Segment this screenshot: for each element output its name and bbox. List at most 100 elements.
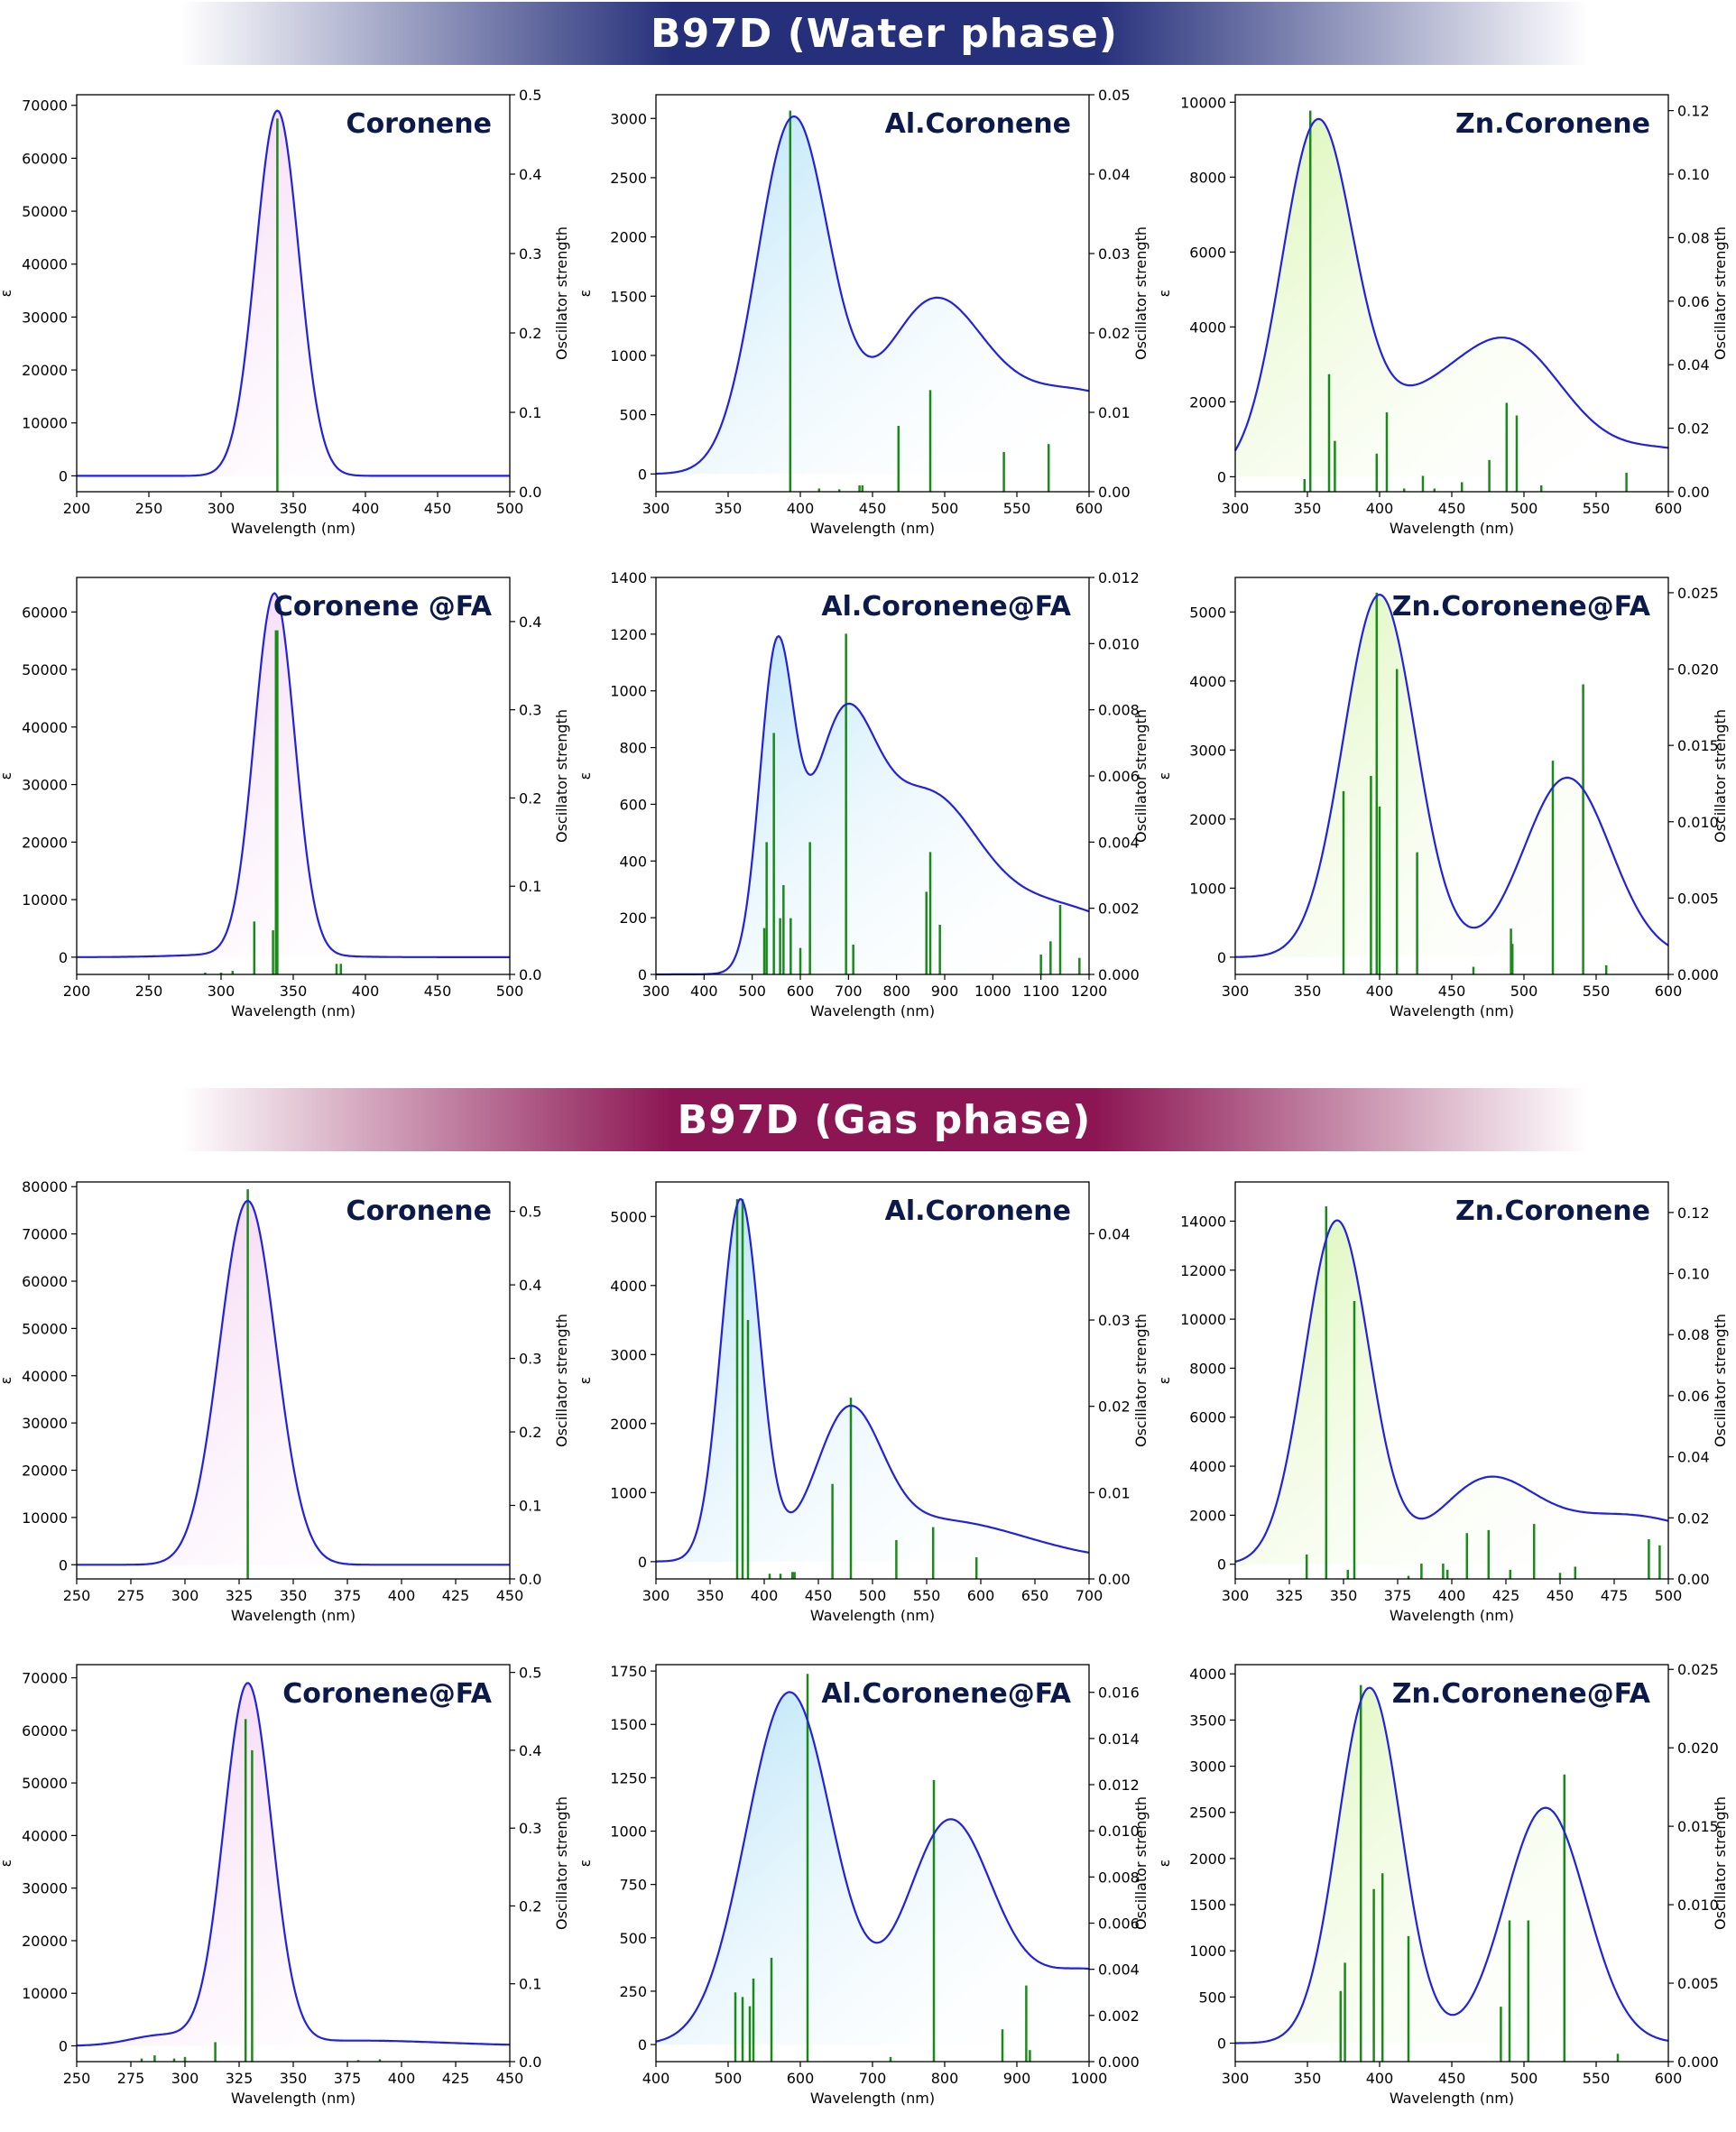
y-tick-label: 0 (59, 2038, 68, 2055)
y2-axis-label: Oscillator strength (1132, 709, 1150, 843)
y-tick-label: 1400 (610, 569, 647, 586)
y2-tick-label: 0.012 (1098, 569, 1140, 586)
y2-tick-label: 0.08 (1677, 1326, 1710, 1343)
y-tick-label: 0 (1217, 468, 1226, 485)
y2-tick-label: 0.010 (1098, 635, 1140, 652)
x-tick-label: 600 (967, 1587, 995, 1604)
y2-tick-label: 0.10 (1677, 1266, 1710, 1283)
y2-tick-label: 0.01 (1098, 404, 1131, 421)
spectrum-curve (76, 1682, 511, 2047)
x-tick-label: 300 (171, 1587, 199, 1604)
y-tick-label: 50000 (22, 1775, 68, 1792)
y-tick-label: 40000 (22, 1368, 68, 1385)
y-tick-label: 10000 (22, 891, 68, 909)
y-tick-label: 500 (619, 1930, 647, 1947)
y2-tick-label: 0.006 (1098, 1915, 1140, 1933)
y2-axis-label: Oscillator strength (1712, 226, 1729, 360)
y-tick-label: 750 (619, 1877, 647, 1894)
y-tick-label: 600 (619, 796, 647, 813)
x-axis-label: Wavelength (nm) (810, 520, 935, 537)
spectrum-fill (77, 1201, 510, 1565)
water-phase-banner: B97D (Water phase) (180, 2, 1588, 65)
y-tick-label: 8000 (1189, 1360, 1226, 1377)
chart-title: Coronene (346, 1195, 492, 1227)
x-tick-label: 700 (1076, 1587, 1103, 1604)
spectrum-fill (1235, 118, 1668, 477)
y-tick-label: 5000 (610, 1208, 647, 1225)
x-tick-label: 600 (1655, 500, 1683, 517)
x-axis-label: Wavelength (nm) (1390, 1002, 1514, 1020)
y2-tick-label: 0.010 (1677, 1897, 1719, 1914)
y2-tick-label: 0.00 (1098, 1571, 1131, 1588)
x-tick-label: 450 (496, 1587, 524, 1604)
x-tick-label: 650 (1021, 1587, 1049, 1604)
y2-tick-label: 0.04 (1098, 1225, 1131, 1242)
x-tick-label: 400 (1438, 1587, 1466, 1604)
y-tick-label: 1500 (1189, 1897, 1226, 1914)
spectrum-curve (655, 1691, 1090, 2043)
y-tick-label: 20000 (22, 362, 68, 379)
y2-tick-label: 0.004 (1098, 834, 1140, 851)
y-tick-label: 4000 (1189, 1666, 1226, 1683)
y-axis-label: ε (1156, 772, 1173, 780)
y2-tick-label: 0.010 (1098, 1823, 1140, 1840)
y2-tick-label: 0.000 (1098, 966, 1140, 983)
x-tick-label: 500 (859, 1587, 887, 1604)
y2-tick-label: 0.020 (1677, 1740, 1719, 1757)
x-tick-label: 400 (352, 983, 380, 1000)
y2-tick-label: 0.2 (519, 1897, 541, 1915)
chart-title: Zn.Coronene@FA (1392, 591, 1651, 623)
water-phase-title: B97D (Water phase) (651, 10, 1118, 57)
x-axis-label: Wavelength (nm) (1390, 520, 1514, 537)
y2-tick-label: 0.02 (1677, 1509, 1710, 1527)
y2-tick-label: 0.02 (1098, 1398, 1131, 1416)
spectrum-curve (77, 1200, 510, 1566)
y2-tick-label: 0.2 (519, 789, 541, 807)
spectrum-curve (1235, 1686, 1669, 2044)
spectrum-curve (77, 592, 510, 958)
x-tick-label: 550 (1583, 500, 1611, 517)
y-tick-label: 4000 (1189, 318, 1226, 336)
x-tick-label: 250 (135, 500, 163, 517)
chart-gas-zn-coronene: 300 325 350 375 400 425 450 475 500 0 2000 4000 6000… (1156, 1181, 1729, 1624)
x-tick-label: 250 (63, 1587, 91, 1604)
x-tick-label: 450 (1438, 983, 1466, 1000)
y2-tick-label: 0.02 (1677, 420, 1710, 438)
spectrum-fill (1235, 1687, 1668, 2044)
y-tick-label: 400 (619, 853, 647, 870)
x-tick-label: 550 (1583, 2070, 1611, 2087)
y-tick-label: 0 (59, 467, 68, 485)
y2-tick-label: 0.00 (1098, 484, 1131, 501)
x-tick-label: 350 (1294, 983, 1322, 1000)
y-tick-label: 2500 (610, 170, 647, 187)
x-tick-label: 400 (388, 2070, 416, 2087)
x-tick-label: 325 (226, 2070, 254, 2087)
y2-tick-label: 0.006 (1098, 768, 1140, 785)
gas-phase-title: B97D (Gas phase) (677, 1096, 1092, 1143)
y2-tick-label: 0.000 (1098, 2054, 1140, 2071)
y-tick-label: 70000 (22, 97, 68, 115)
x-tick-label: 400 (787, 500, 815, 517)
chart-water-zn-coronene: 300 350 400 450 500 550 6000200040006000800010… (1156, 94, 1729, 537)
y2-axis-label: Oscillator strength (1712, 709, 1729, 843)
x-tick-label: 1200 (1071, 983, 1108, 1000)
y2-tick-label: 0.1 (519, 878, 541, 895)
y-axis-label: ε (0, 1860, 14, 1868)
chart-gas-zn-coronene-fa: 300 350 400 450 500 550 600 0 500 1000 1500 2000 250… (1156, 1661, 1729, 2107)
y2-tick-label: 0.005 (1677, 1975, 1719, 1992)
chart-title: Coronene @FA (273, 591, 493, 623)
y-tick-label: 40000 (22, 719, 68, 736)
spectrum-curve (1234, 1219, 1669, 1563)
y2-axis-label: Oscillator strength (553, 709, 570, 843)
spectrum-fill (77, 1683, 510, 2046)
y-tick-label: 0 (638, 966, 647, 983)
x-axis-label: Wavelength (nm) (231, 1607, 356, 1624)
y-tick-label: 4000 (1189, 673, 1226, 690)
chart-gas-al-coronene: 300 350 400 450 500 550 600 650 700 0 1000 2000 3000… (577, 1181, 1150, 1624)
y-tick-label: 10000 (1180, 1311, 1226, 1328)
x-axis-label: Wavelength (nm) (810, 2090, 935, 2107)
y2-tick-label: 0.4 (519, 166, 541, 183)
x-tick-label: 400 (642, 2070, 670, 2087)
y-tick-label: 3000 (610, 1346, 647, 1363)
spectrum-fill (656, 1692, 1089, 2045)
